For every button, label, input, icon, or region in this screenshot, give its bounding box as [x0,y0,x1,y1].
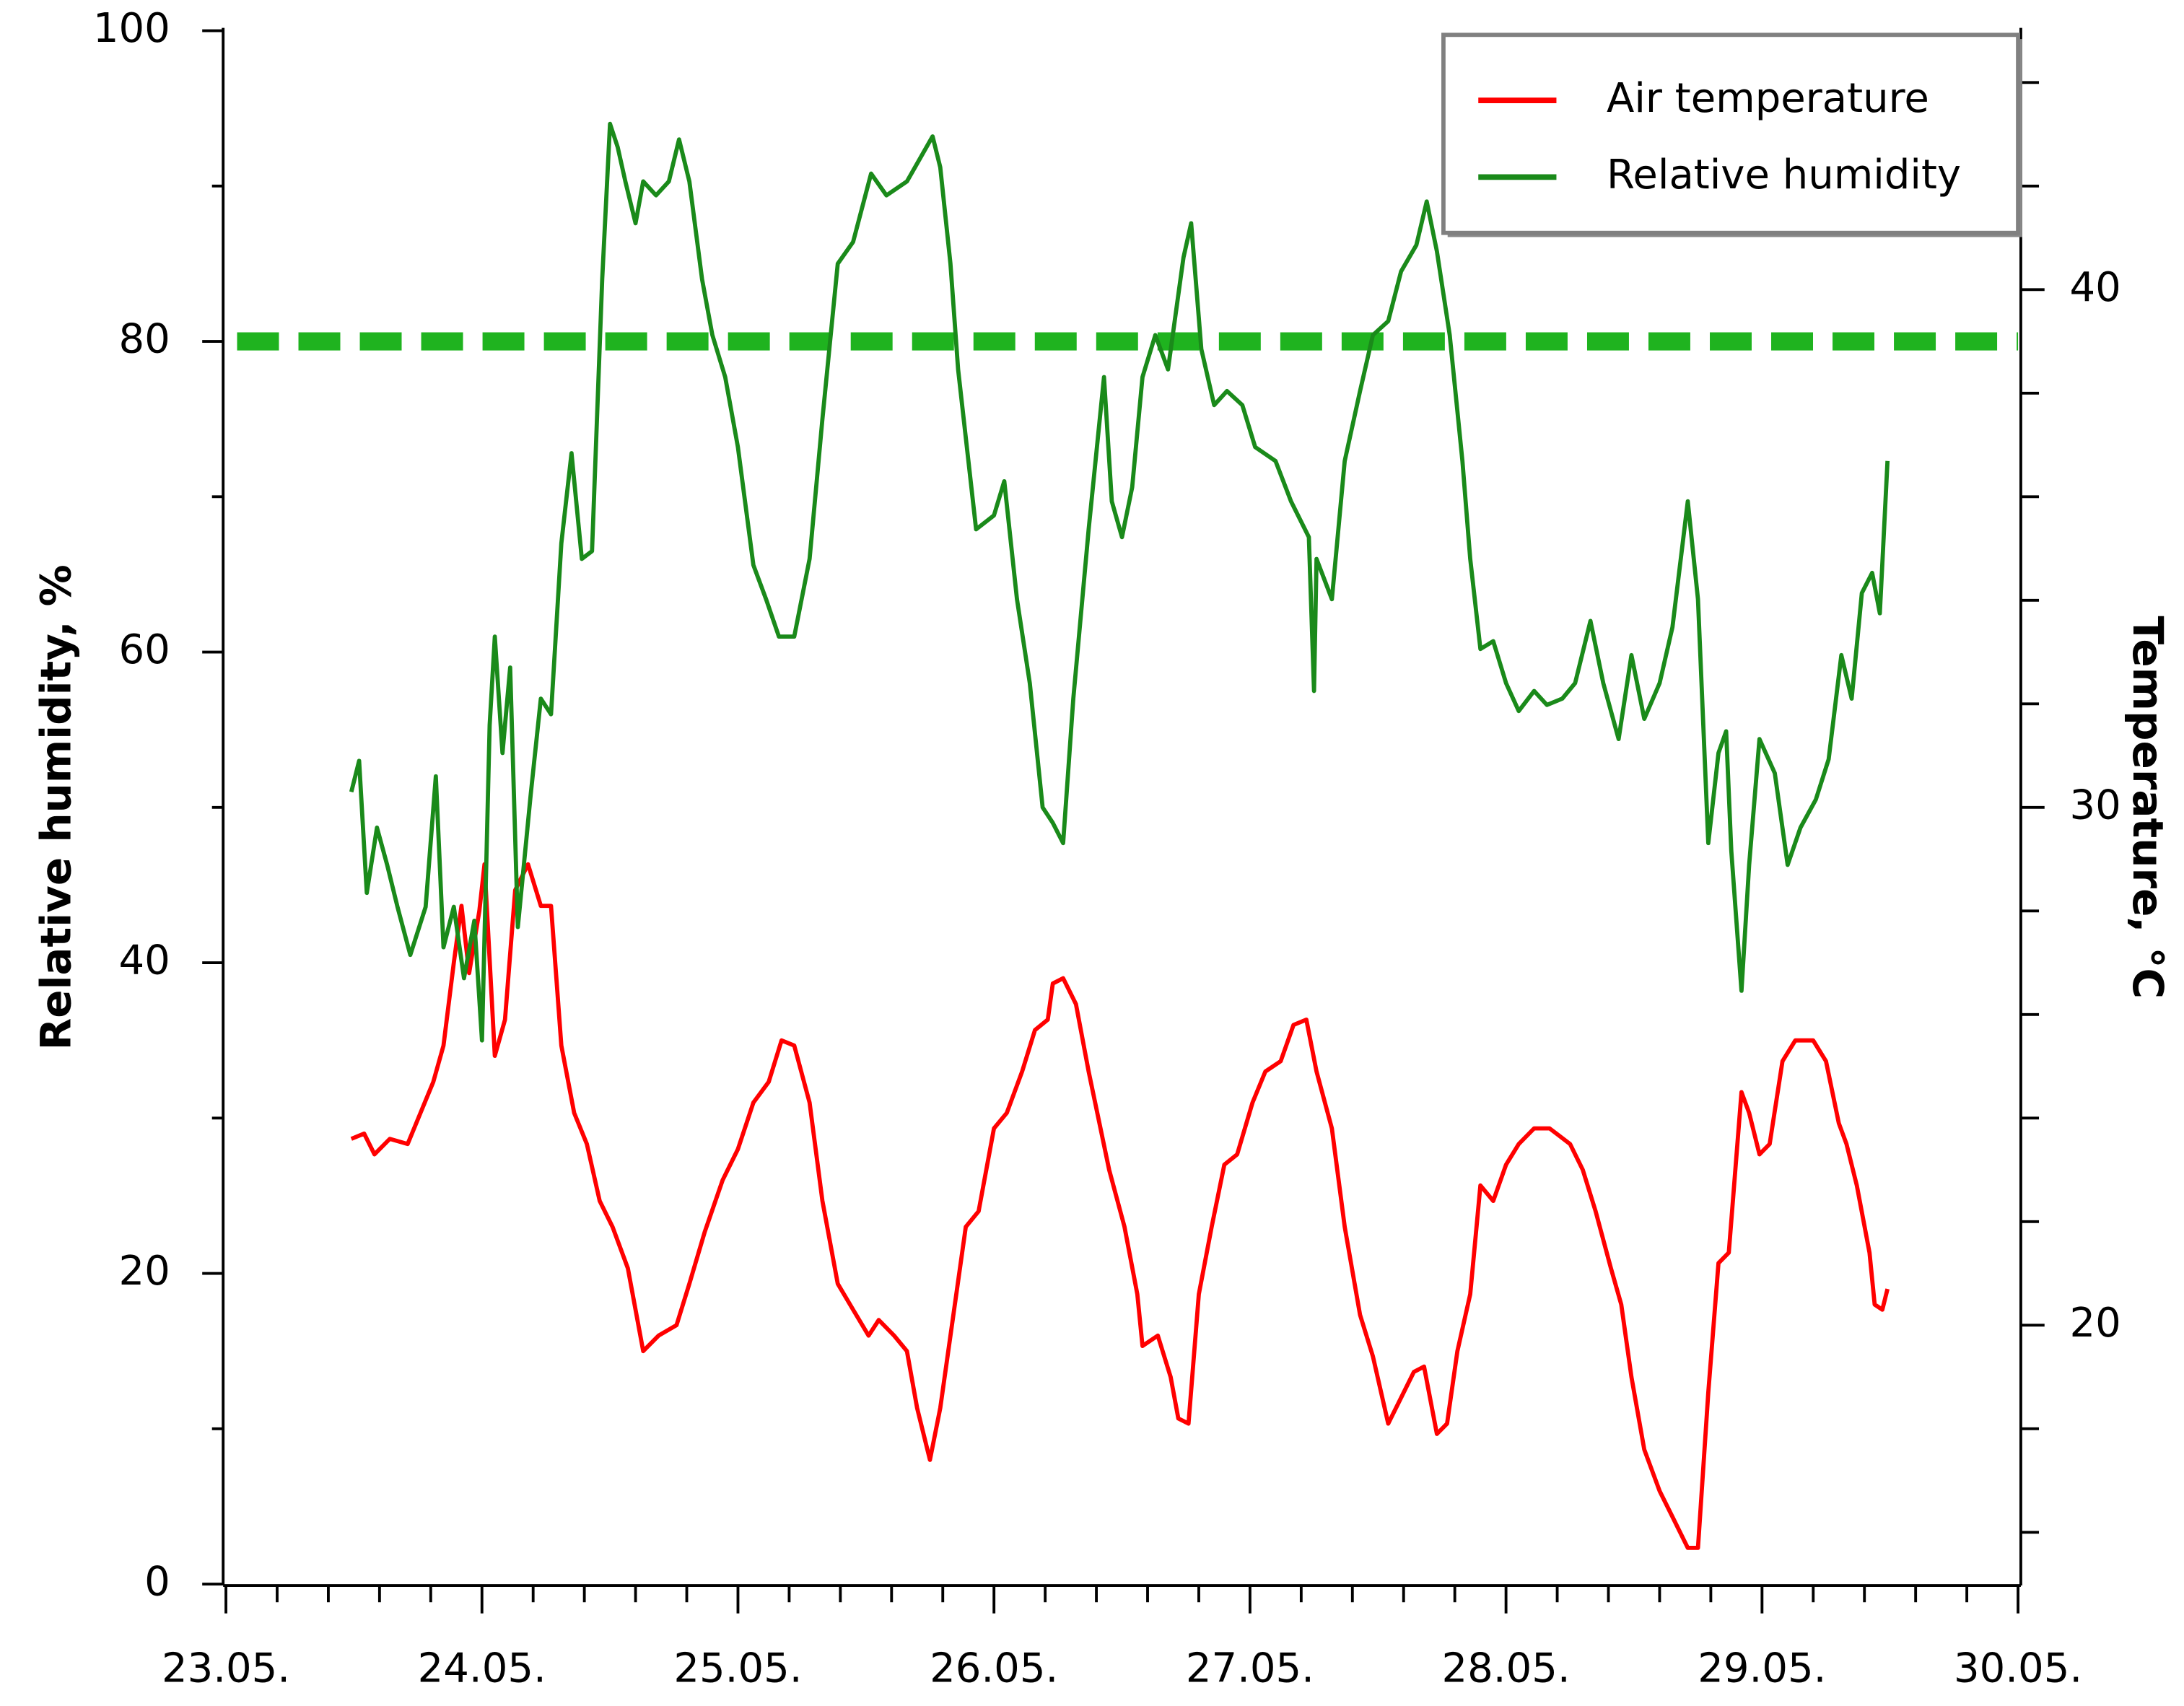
y2-axis-title: Temperature, °C [2123,616,2172,999]
x-tick-label: 27.05. [1186,1645,1314,1692]
x-tick-label: 23.05. [162,1645,290,1692]
x-tick-label: 24.05. [418,1645,546,1692]
legend-label: Relative humidity [1607,152,1961,198]
y-tick-label: 80 [118,316,170,363]
x-tick-label: 29.05. [1698,1645,1826,1692]
y-axis-title: Relative humidity, % [31,564,80,1050]
x-tick-label: 28.05. [1442,1645,1571,1692]
series-line [349,121,1890,1043]
legend-label: Air temperature [1607,75,1929,122]
y2-tick-label: 30 [2070,782,2121,828]
y-tick-label: 40 [118,937,170,984]
legend-box [1441,32,2020,235]
x-tick-label: 25.05. [673,1645,802,1692]
y-tick-label: 0 [144,1559,170,1606]
x-tick-label: 30.05. [1954,1645,2082,1692]
y2-tick-label: 20 [2070,1300,2121,1347]
x-tick-label: 26.05. [930,1645,1058,1692]
y-tick-label: 20 [118,1248,170,1295]
y-tick-label: 100 [93,5,170,52]
y2-tick-label: 40 [2070,264,2121,311]
y-tick-label: 60 [118,626,170,673]
series-line [350,862,1890,1550]
